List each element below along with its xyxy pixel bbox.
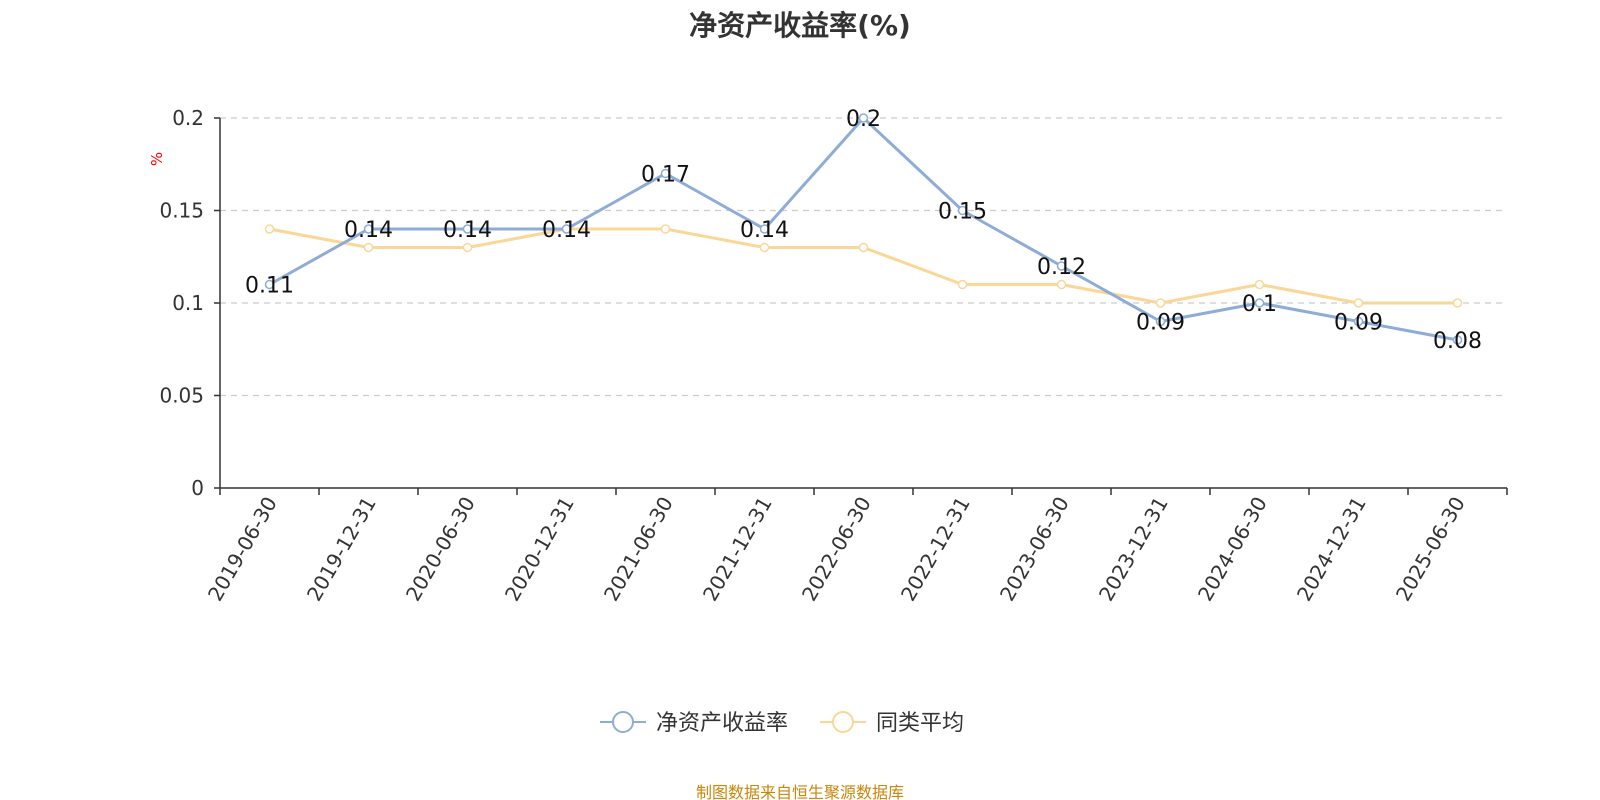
data-point: [858, 242, 869, 253]
legend-label[interactable]: 同类平均: [876, 711, 964, 736]
data-point: [957, 279, 968, 290]
x-tick-label: 2024-06-30: [1193, 493, 1272, 606]
x-tick-label: 2020-06-30: [401, 493, 480, 606]
data-point: [759, 224, 770, 234]
data-point: [1056, 261, 1067, 271]
x-tick-label: 2023-06-30: [995, 493, 1074, 606]
data-point: [1452, 335, 1463, 345]
data-label: 0.08: [1433, 329, 1482, 354]
legend-label[interactable]: 净资产收益率: [656, 711, 788, 736]
data-label: 0.14: [344, 218, 393, 243]
data-point: [660, 168, 671, 179]
data-point: [462, 242, 473, 253]
data-point: [363, 224, 374, 234]
data-point: [1254, 279, 1265, 290]
data-point: [1155, 316, 1166, 327]
data-label: 0.1: [1242, 292, 1277, 317]
x-tick-label: 2020-12-31: [500, 493, 579, 606]
data-label: 0.11: [245, 274, 294, 299]
data-point: [858, 113, 869, 123]
y-tick-label: 0.05: [159, 384, 204, 408]
x-tick-label: 2023-12-31: [1094, 493, 1173, 606]
data-label: 0.14: [443, 218, 492, 243]
data-label: 0.14: [740, 218, 789, 243]
data-point: [561, 224, 572, 234]
data-point: [1056, 279, 1067, 290]
data-label: 0.15: [938, 200, 987, 225]
data-label: 0.12: [1037, 255, 1086, 280]
data-point: [1254, 298, 1265, 308]
y-tick-label: 0.15: [159, 199, 204, 223]
source-note: 制图数据来自恒生聚源数据库: [695, 783, 904, 800]
data-label: 0.2: [846, 107, 881, 132]
x-tick-label: 2022-12-31: [896, 493, 975, 606]
x-tick-label: 2021-06-30: [599, 493, 678, 606]
chart-title: 净资产收益率(%): [689, 9, 911, 42]
data-label: 0.14: [542, 218, 591, 243]
data-point: [957, 205, 968, 216]
x-tick-label: 2019-12-31: [302, 493, 381, 606]
x-tick-label: 2019-06-30: [203, 493, 282, 606]
data-point: [660, 224, 671, 234]
legend-marker[interactable]: [832, 711, 854, 733]
data-point: [462, 224, 473, 234]
x-tick-label: 2025-06-30: [1391, 493, 1470, 606]
data-label: 0.17: [641, 163, 690, 188]
y-tick-label: 0.1: [172, 291, 204, 315]
data-point: [1452, 298, 1463, 308]
y-tick-label: 0: [191, 476, 204, 500]
data-point: [1155, 298, 1166, 308]
y-tick-label: 0.2: [172, 106, 204, 130]
x-tick-label: 2021-12-31: [698, 493, 777, 606]
data-label: 0.09: [1334, 311, 1383, 336]
data-point: [264, 279, 275, 290]
x-tick-label: 2024-12-31: [1292, 493, 1371, 606]
data-point: [759, 242, 770, 253]
legend-marker[interactable]: [612, 711, 634, 733]
data-point: [1353, 316, 1364, 327]
data-point: [1353, 298, 1364, 308]
data-point: [363, 242, 374, 253]
data-point: [264, 224, 275, 234]
data-label: 0.09: [1136, 311, 1185, 336]
x-tick-label: 2022-06-30: [797, 493, 876, 606]
